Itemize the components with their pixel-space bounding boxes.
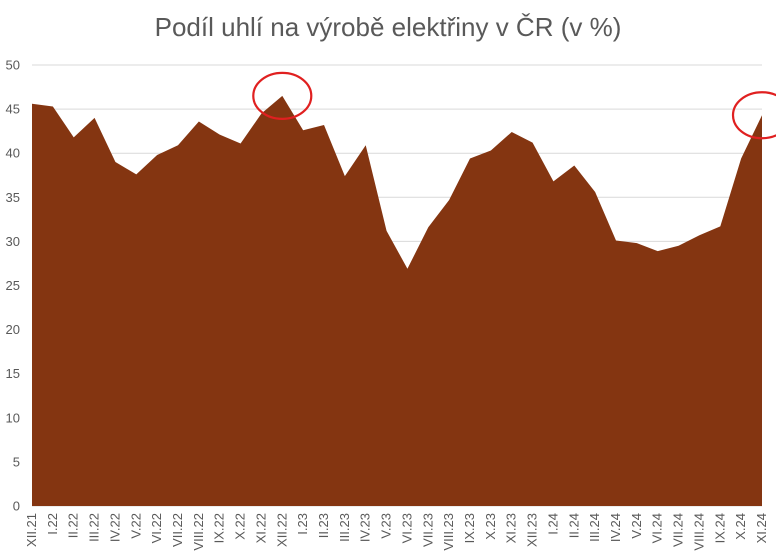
x-tick-label: I.24 (545, 513, 560, 535)
y-tick-label: 0 (13, 499, 20, 514)
y-tick-label: 5 (13, 454, 20, 469)
x-tick-label: IX.23 (462, 513, 477, 543)
x-tick-label: VI.23 (399, 513, 414, 543)
highlight-circles (252, 71, 776, 140)
y-tick-label: 25 (6, 278, 20, 293)
y-tick-label: 45 (6, 102, 20, 117)
x-tick-label: III.23 (337, 513, 352, 542)
x-tick-label: III.24 (587, 513, 602, 542)
chart-title: Podíl uhlí na výrobě elektřiny v ČR (v %… (154, 12, 622, 42)
x-tick-label: XII.22 (274, 513, 289, 547)
x-tick-label: II.24 (566, 513, 581, 538)
x-tick-label: X.22 (233, 513, 248, 540)
y-tick-label: 20 (6, 322, 20, 337)
x-tick-label: I.23 (295, 513, 310, 535)
y-tick-label: 30 (6, 234, 20, 249)
highlight-circle-XII.22 (252, 71, 313, 120)
y-tick-label: 15 (6, 366, 20, 381)
x-tick-label: XII.21 (24, 513, 39, 547)
y-tick-label: 50 (6, 58, 20, 73)
x-tick-label: IV.23 (358, 513, 373, 542)
x-tick-label: II.23 (316, 513, 331, 538)
x-tick-label: X.23 (483, 513, 498, 540)
x-tick-label: IX.22 (212, 513, 227, 543)
x-tick-label: VI.22 (149, 513, 164, 543)
x-tick-label: VII.23 (420, 513, 435, 547)
area-series (32, 95, 762, 507)
x-axis-ticks: XII.21 I.22 II.22 III.22 IV.22 V.22 VI.22 VII.2… (24, 513, 769, 551)
x-tick-label: VIII.22 (191, 513, 206, 551)
x-tick-label: VI.24 (650, 513, 665, 543)
x-tick-label: XI.22 (253, 513, 268, 543)
x-tick-label: V.22 (128, 513, 143, 539)
y-tick-label: 35 (6, 190, 20, 205)
x-tick-label: IX.24 (712, 513, 727, 543)
x-tick-label: VIII.24 (691, 513, 706, 551)
x-tick-label: III.22 (87, 513, 102, 542)
x-tick-label: XII.23 (525, 513, 540, 547)
highlight-circle-XI.24 (731, 91, 776, 140)
x-tick-label: XI.23 (504, 513, 519, 543)
x-tick-label: VIII.23 (441, 513, 456, 551)
x-tick-label: II.22 (66, 513, 81, 538)
y-tick-label: 10 (6, 410, 20, 425)
area-fill (32, 95, 762, 507)
x-tick-label: XI.24 (754, 513, 769, 543)
y-tick-label: 40 (6, 146, 20, 161)
x-tick-label: V.24 (629, 513, 644, 539)
y-axis-ticks: 0 5 10 15 20 25 30 35 40 45 50 (6, 58, 20, 514)
x-tick-label: X.24 (733, 513, 748, 540)
x-tick-label: IV.22 (107, 513, 122, 542)
x-tick-label: IV.24 (608, 513, 623, 542)
x-tick-label: VII.24 (671, 513, 686, 547)
x-tick-label: V.23 (379, 513, 394, 539)
x-tick-label: VII.22 (170, 513, 185, 547)
x-tick-label: I.22 (45, 513, 60, 535)
